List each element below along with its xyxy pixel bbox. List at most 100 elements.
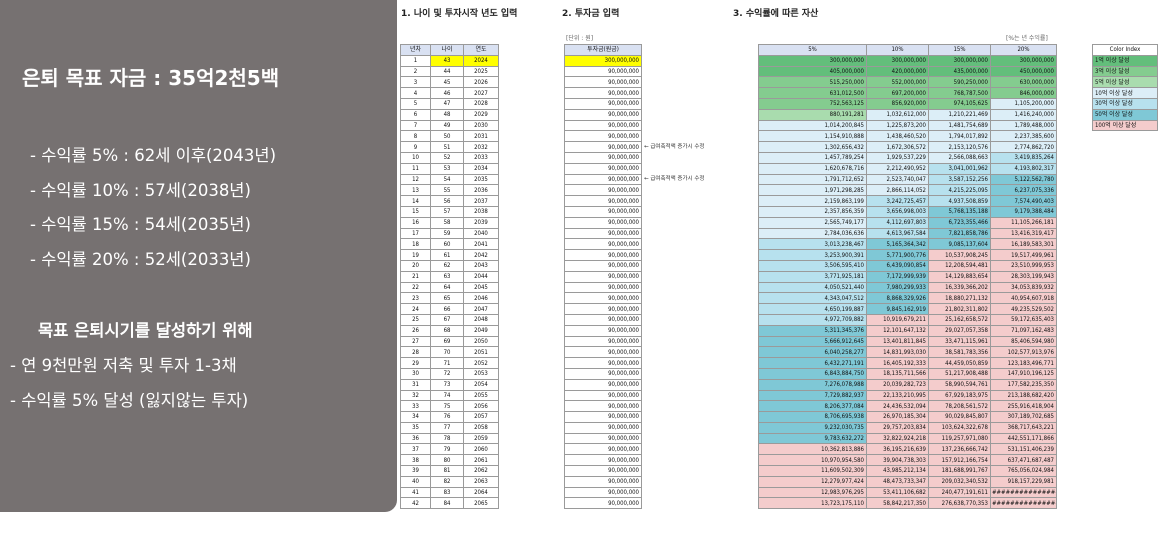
age-cell: 65 <box>430 292 464 305</box>
age-cell: 43 <box>430 54 464 67</box>
asset-cell-5: 2,784,036,636 <box>758 227 867 240</box>
asset-cell-15: 29,027,057,358 <box>928 324 991 337</box>
goal-subtitle: 목표 은퇴시기를 달성하기 위해 <box>38 321 253 340</box>
age-cell: 50 <box>430 130 464 143</box>
year-cell: 2048 <box>463 313 499 326</box>
year-cell: 2033 <box>463 151 499 164</box>
asset-cell-5: 2,357,856,359 <box>758 205 867 218</box>
principal-cell: 90,000,000 <box>564 259 642 272</box>
year-cell: 2050 <box>463 335 499 348</box>
table-row: 8 50 2031 <box>400 130 499 143</box>
year-index-cell: 33 <box>400 400 431 413</box>
age-cell: 45 <box>430 76 464 89</box>
year-index-cell: 42 <box>400 497 431 510</box>
table-row: 1,620,678,716 2,212,490,952 3,041,001,962 4… <box>758 162 1057 175</box>
asset-cell-20: 85,406,594,980 <box>990 335 1057 348</box>
asset-cell-15: 1,794,017,892 <box>928 130 991 143</box>
age-cell: 79 <box>430 443 464 456</box>
asset-cell-15: 181,688,991,767 <box>928 465 991 477</box>
table-row: 5 47 2028 <box>400 97 499 110</box>
table-row: 19 61 2042 <box>400 249 499 261</box>
table-row: 7,729,882,937 22,133,210,995 67,929,183,97… <box>758 389 1057 402</box>
table-row: 8,706,695,938 26,970,185,304 90,029,845,80… <box>758 411 1057 423</box>
table-row: 9 51 2032 <box>400 141 499 153</box>
asset-cell-10: 3,242,725,457 <box>866 195 929 207</box>
table-row: 90,000,000 <box>564 259 642 272</box>
asset-cell-15: 78,208,561,572 <box>928 400 991 413</box>
asset-cell-5: 6,040,258,277 <box>758 346 867 359</box>
year-cell: 2059 <box>463 432 499 445</box>
year-index-cell: 15 <box>400 205 431 218</box>
table-row: 12,983,976,295 53,411,106,682 240,477,191,… <box>758 486 1057 499</box>
table-row: 31 73 2054 <box>400 378 499 391</box>
asset-cell-20: 71,097,162,483 <box>990 324 1057 337</box>
asset-cell-10: 856,920,000 <box>866 97 929 110</box>
year-index-cell: 23 <box>400 292 431 305</box>
asset-cell-5: 6,843,884,750 <box>758 367 867 380</box>
year-cell: 2041 <box>463 238 499 251</box>
table-row: 28 70 2051 <box>400 346 499 359</box>
table-row: 90,000,000 <box>564 432 642 445</box>
year-cell: 2055 <box>463 389 499 402</box>
table-row: 300,000,000 300,000,000 300,000,000 300,000… <box>758 54 1057 67</box>
table-row: 1,971,298,285 2,866,114,052 4,215,225,095 6… <box>758 184 1057 197</box>
asset-cell-10: 12,101,647,132 <box>866 324 929 337</box>
table-row: 20 62 2043 <box>400 259 499 272</box>
asset-cell-15: 137,236,666,742 <box>928 443 991 456</box>
asset-cell-5: 2,159,863,199 <box>758 195 867 207</box>
age-cell: 76 <box>430 411 464 423</box>
table-row: 25 67 2048 <box>400 313 499 326</box>
asset-cell-10: 48,473,733,347 <box>866 475 929 488</box>
asset-cell-10: 9,845,162,919 <box>866 303 929 315</box>
year-cell: 2057 <box>463 411 499 423</box>
year-cell: 2045 <box>463 281 499 294</box>
asset-cell-5: 3,506,595,410 <box>758 259 867 272</box>
year-index-cell: 29 <box>400 357 431 369</box>
principal-cell: 90,000,000 <box>564 162 642 175</box>
age-cell: 72 <box>430 367 464 380</box>
asset-cell-15: 2,153,120,576 <box>928 141 991 153</box>
table-row: 90,000,000 <box>564 421 642 434</box>
asset-cell-5: 1,014,200,845 <box>758 119 867 132</box>
legend-row: 1억 이상 달성 <box>1092 54 1158 67</box>
asset-cell-5: 1,620,678,716 <box>758 162 867 175</box>
age-cell: 60 <box>430 238 464 251</box>
color-index-legend: Color Index 1억 이상 달성 3억 이상 달성 5억 이상 달성 10억 … <box>1092 44 1158 132</box>
age-cell: 68 <box>430 324 464 337</box>
asset-cell-20: ################ <box>990 486 1057 499</box>
table-row: 90,000,000 <box>564 130 642 143</box>
asset-cell-5: 9,783,632,272 <box>758 432 867 445</box>
table-row: 90,000,000 <box>564 443 642 456</box>
asset-cell-20: 2,774,862,720 <box>990 141 1057 153</box>
table-row: 90,000,000 <box>564 281 642 294</box>
principal-cell: 90,000,000 <box>564 454 642 467</box>
principal-cell: 90,000,000 <box>564 205 642 218</box>
table-row: 90,000,000 <box>564 141 642 153</box>
asset-cell-20: 177,582,235,350 <box>990 378 1057 391</box>
principal-cell: 90,000,000 <box>564 65 642 78</box>
table-row: 90,000,000 <box>564 367 642 380</box>
unit-note: [단위 : 원] <box>566 35 594 42</box>
asset-cell-20: 9,179,388,484 <box>990 205 1057 218</box>
asset-cell-20: 5,122,562,780 <box>990 173 1057 186</box>
header-rate-5: 5% <box>758 44 867 56</box>
age-cell: 55 <box>430 184 464 197</box>
rate-line-10: - 수익률 10% : 57세(2038년) <box>30 181 251 200</box>
asset-cell-10: 1,032,612,000 <box>866 108 929 121</box>
return-note: [%는 년 수익률] <box>1006 35 1048 42</box>
header-age: 나이 <box>430 44 464 56</box>
plan-line-return: - 수익률 5% 달성 (잃지않는 투자) <box>10 391 249 410</box>
table-row: 17 59 2040 <box>400 227 499 240</box>
year-cell: 2029 <box>463 108 499 121</box>
asset-cell-5: 3,253,900,391 <box>758 249 867 261</box>
table-row: 10,970,954,580 39,904,738,303 157,912,166,… <box>758 454 1057 467</box>
header-principal: 투자금(원금) <box>564 44 642 56</box>
asset-cell-5: 12,279,977,424 <box>758 475 867 488</box>
year-cell: 2037 <box>463 195 499 207</box>
asset-cell-10: 552,000,000 <box>866 76 929 89</box>
age-cell: 67 <box>430 313 464 326</box>
asset-cell-10: 420,000,000 <box>866 65 929 78</box>
section-title-assets: 3. 수익률에 따른 자산 <box>733 9 819 19</box>
age-cell: 70 <box>430 346 464 359</box>
legend-item: 10억 이상 달성 <box>1092 87 1158 99</box>
